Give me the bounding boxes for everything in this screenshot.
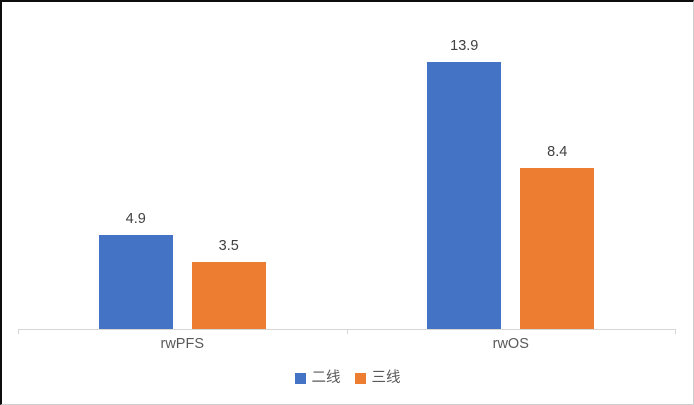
x-axis-tick xyxy=(346,329,348,334)
legend-item-series2: 三线 xyxy=(354,370,401,386)
category-label-rwos: rwOS xyxy=(492,336,529,352)
bar-rwpfs-series1 xyxy=(98,234,173,329)
bar-rwpfs-series2 xyxy=(191,261,266,329)
legend: 二线 三线 xyxy=(2,370,693,386)
category-label-rwpfs: rwPFS xyxy=(160,336,205,352)
legend-swatch-icon xyxy=(294,372,306,384)
legend-label-series1: 二线 xyxy=(311,370,341,386)
data-label-rwpfs-series1: 4.9 xyxy=(125,210,146,227)
x-axis-tick xyxy=(18,329,19,334)
x-axis-tick xyxy=(675,329,676,334)
data-label-rwpfs-series2: 3.5 xyxy=(218,237,239,254)
legend-swatch-icon xyxy=(354,372,366,384)
legend-item-series1: 二线 xyxy=(294,370,341,386)
data-label-rwos-series1: 13.9 xyxy=(450,38,479,54)
data-label-rwos-series2: 8.4 xyxy=(547,143,568,160)
bar-rwos-series1 xyxy=(427,62,502,329)
legend-label-series2: 三线 xyxy=(371,370,401,386)
bar-rwos-series2 xyxy=(520,167,595,329)
